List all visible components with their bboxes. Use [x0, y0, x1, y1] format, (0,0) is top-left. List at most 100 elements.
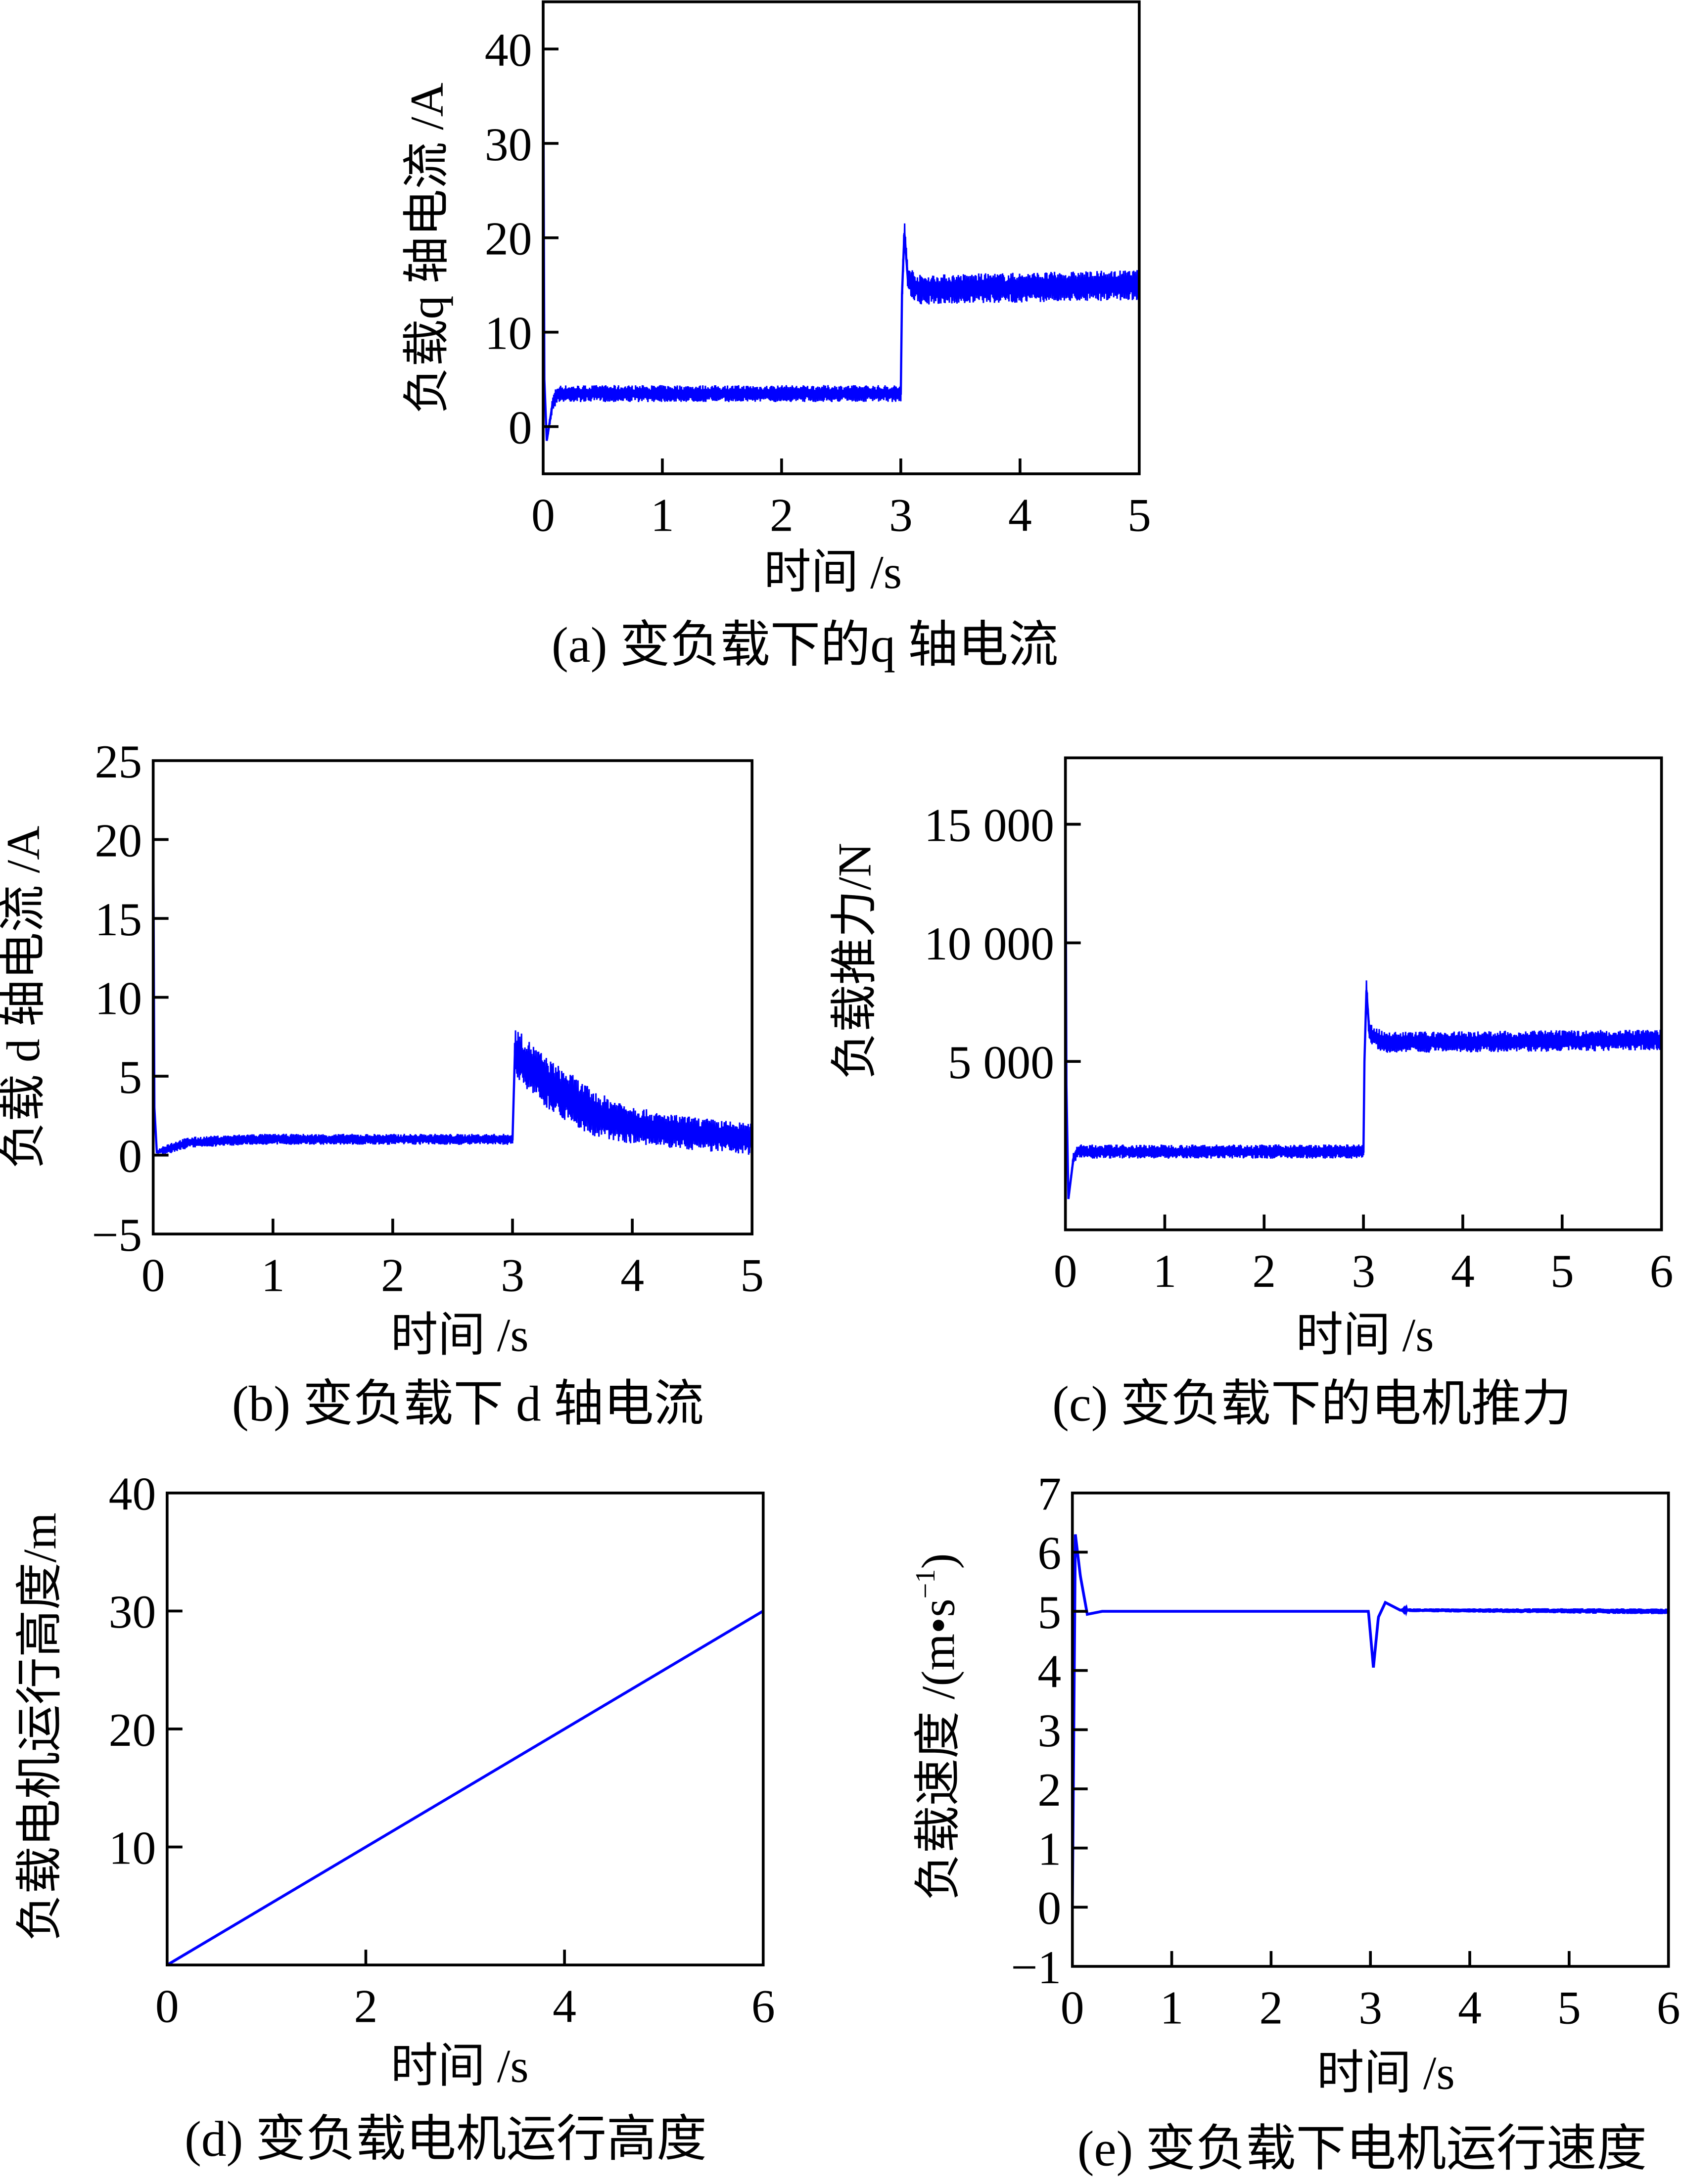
x-tick-label: 1	[651, 489, 674, 541]
y-tick-label: 10	[485, 307, 532, 360]
y-tick-label: −1	[1011, 1941, 1061, 1994]
x-tick-label: 2	[1252, 1245, 1276, 1297]
y-tick-label: −5	[92, 1209, 142, 1261]
plot-frame	[1064, 756, 1663, 1231]
x-tick-label: 4	[553, 1980, 576, 2033]
x-tick-label: 5	[1127, 489, 1151, 541]
x-tick-label: 6	[1657, 1981, 1681, 2034]
x-tick-label: 2	[1259, 1981, 1283, 2034]
chart-caption: (b) 变负载下 d 轴电流	[232, 1376, 704, 1431]
series-keyline-a	[542, 20, 1139, 441]
y-tick-label: 5	[118, 1051, 142, 1103]
y-tick-label: 10	[109, 1821, 156, 1874]
y-tick-label: 40	[109, 1468, 156, 1520]
x-tick-label: 6	[1650, 1245, 1674, 1297]
series-line-e	[1071, 1534, 1670, 1908]
y-tick-label: 7	[1037, 1468, 1061, 1520]
x-tick-label: 2	[354, 1980, 378, 2033]
x-tick-label: 0	[155, 1980, 179, 2033]
x-tick-label: 0	[1054, 1245, 1077, 1297]
x-tick-label: 0	[1061, 1981, 1084, 2034]
y-tick-label: 20	[94, 814, 142, 866]
y-tick-label: 40	[485, 24, 532, 76]
y-tick-label: 0	[509, 401, 532, 454]
y-tick-label: 15	[94, 893, 142, 946]
y-axis-label-text: 负载电机运行高度/m	[14, 1512, 66, 1941]
y-axis-label: 负载电机运行高度/m	[14, 1512, 66, 1941]
y-tick-label: 5 000	[948, 1036, 1054, 1089]
plot-frame	[151, 759, 754, 1235]
x-tick-label: 1	[1153, 1245, 1177, 1297]
y-axis-label: 负载速度 /(m•s−1)	[910, 1553, 964, 1901]
x-tick-label: 4	[1008, 489, 1032, 541]
x-axis-label: 时间 /s	[390, 1309, 528, 1362]
x-tick-label: 6	[751, 1980, 775, 2033]
x-axis-label: 时间 /s	[1296, 1309, 1434, 1362]
plot-frame	[166, 1491, 765, 1966]
x-tick-label: 3	[501, 1249, 524, 1302]
series-keyline-c	[1064, 776, 1662, 1199]
x-tick-label: 2	[381, 1249, 405, 1302]
x-tick-label: 5	[1550, 1245, 1574, 1297]
chart-caption: (e) 变负载下电机运行速度	[1077, 2121, 1647, 2177]
series-keyline-e	[1071, 1534, 1669, 1908]
chart-caption: (d) 变负载电机运行高度	[185, 2111, 706, 2167]
x-tick-label: 3	[889, 489, 913, 541]
chart-d: 0 2 4 6 10 20 30 40 时间 /s 负载电机运行高度/m (d) 变负载电机运行高度	[14, 1468, 775, 2167]
y-tick-label: 5	[1037, 1586, 1061, 1638]
chart-a: 0 1 2 3 4 5 0 10 20 30 40 时间 /s 负载q 轴电流 /A (a) 变负载下的q…	[401, 0, 1151, 673]
y-tick-label: 20	[485, 213, 532, 265]
y-tick-label: 20	[109, 1704, 156, 1756]
y-tick-label: 3	[1037, 1704, 1061, 1757]
y-tick-label: 4	[1037, 1645, 1061, 1698]
y-axis-label: 负载q 轴电流 /A	[401, 83, 453, 414]
x-tick-label: 2	[770, 489, 794, 541]
plot-frame	[542, 0, 1141, 475]
y-axis-label-text: 负载速度 /(m•s	[912, 1598, 964, 1900]
x-tick-label: 1	[1160, 1981, 1184, 2034]
y-tick-label: 10	[94, 972, 142, 1024]
plot-frame	[1071, 1491, 1670, 1968]
series-line-a	[542, 20, 1140, 439]
x-axis-label: 时间 /s	[764, 546, 902, 598]
y-axis-label-end: )	[912, 1553, 964, 1569]
series-line-b	[152, 808, 753, 1155]
x-axis-label: 时间 /s	[1317, 2047, 1455, 2099]
x-tick-label: 3	[1352, 1245, 1375, 1297]
y-axis-label-text: 负载 d 轴电流 /A	[0, 826, 49, 1169]
y-tick-label: 6	[1037, 1527, 1061, 1579]
x-tick-label: 3	[1358, 1981, 1382, 2034]
y-axis-label: 负载推力/N	[829, 843, 881, 1080]
y-tick-label: 15 000	[924, 799, 1054, 851]
y-tick-label: 30	[485, 118, 532, 171]
series-keyline-b	[152, 808, 752, 1154]
x-tick-label: 4	[620, 1249, 644, 1302]
x-tick-label: 4	[1458, 1981, 1482, 2034]
chart-caption: (c) 变负载下的电机推力	[1052, 1376, 1572, 1431]
y-tick-label: 0	[1037, 1882, 1061, 1934]
y-axis-label: 负载 d 轴电流 /A	[0, 826, 49, 1169]
series-line-c	[1065, 776, 1663, 1199]
x-tick-label: 5	[1557, 1981, 1581, 2034]
x-tick-label: 4	[1451, 1245, 1475, 1297]
y-tick-label: 0	[118, 1130, 142, 1182]
y-tick-label: 30	[109, 1586, 156, 1638]
y-tick-label: 25	[94, 735, 142, 788]
y-axis-label-text: 负载推力/N	[829, 843, 881, 1080]
y-axis-label-superscript: −1	[910, 1569, 941, 1599]
y-axis-label-text: 负载q 轴电流 /A	[401, 83, 453, 414]
y-tick-label: 2	[1037, 1764, 1061, 1816]
x-tick-label: 0	[141, 1249, 165, 1302]
series-keyline-d	[166, 1610, 764, 1966]
x-tick-label: 1	[261, 1249, 285, 1302]
chart-caption: (a) 变负载下的q 轴电流	[552, 617, 1058, 673]
chart-c: 0 1 2 3 4 5 6 5 000 10 000 15 000 时间 /s 负载推力/N (c) 变…	[829, 756, 1674, 1431]
y-tick-label: 1	[1037, 1822, 1061, 1875]
x-axis-label: 时间 /s	[390, 2040, 528, 2093]
x-tick-label: 5	[740, 1249, 764, 1302]
y-tick-label: 10 000	[924, 917, 1054, 970]
x-tick-label: 0	[531, 489, 555, 541]
